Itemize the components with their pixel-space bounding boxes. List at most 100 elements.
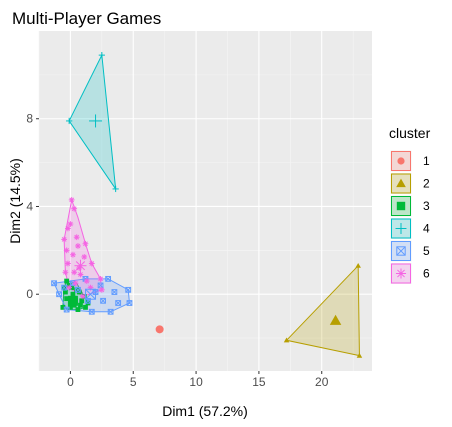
legend-key-marker [396, 178, 406, 188]
cluster-3-point-shape [78, 302, 83, 308]
cluster-3-point-shape [79, 298, 85, 304]
cluster-3-center-shape [67, 295, 78, 306]
cluster-3-point [78, 302, 83, 308]
cluster-3-point-shape [62, 289, 68, 295]
cluster-6-point [62, 269, 69, 276]
cluster-5-point-d2 [75, 287, 81, 293]
x-tick-label: 0 [67, 375, 74, 389]
cluster-6-point [71, 269, 78, 276]
cluster-6-point [66, 284, 73, 291]
cluster-5-point-box [111, 289, 118, 295]
chart-title: Multi-Player Games [12, 9, 161, 28]
cluster-5-point-box [51, 280, 57, 287]
cluster-6-point [63, 247, 70, 254]
legend-label: 5 [423, 244, 430, 258]
cluster-6-point [97, 275, 104, 282]
cluster-6-point [82, 240, 89, 247]
cluster-5-point-box [126, 300, 133, 306]
cluster-5-point-d2 [63, 306, 70, 313]
cluster-5-point-box [88, 308, 95, 315]
x-tick-label: 10 [189, 375, 203, 389]
cluster-5-point [88, 308, 95, 315]
cluster-3-point [68, 304, 73, 310]
legend-key-marker [397, 157, 405, 165]
cluster-5-point-d2 [100, 298, 106, 304]
cluster-5-point-d2 [56, 291, 62, 297]
cluster-3-point [70, 291, 76, 297]
x-tick-label: 20 [315, 375, 329, 389]
cluster-3-point [79, 298, 85, 304]
cluster-4-point [98, 52, 105, 59]
cluster-6-point [83, 278, 90, 284]
x-tick-label: 15 [252, 375, 266, 389]
cluster-6-point [77, 271, 84, 278]
cluster-2-point-shape [283, 337, 290, 343]
legend-key-marker [396, 246, 406, 256]
cluster-5-point-box [100, 297, 106, 304]
cluster-5-point-d2 [111, 289, 118, 295]
cluster-6-point [65, 260, 71, 267]
cluster-3-point [64, 296, 70, 302]
cluster-5-point-box [85, 297, 91, 304]
y-axis: 0 4 8 [26, 112, 39, 301]
cluster-5-center-box [85, 288, 97, 300]
cluster-5-point [63, 306, 70, 313]
cluster-6-point [65, 225, 71, 232]
cluster-3-center [67, 295, 78, 306]
cluster-6-point [68, 197, 75, 203]
minor-grid [38, 31, 372, 371]
cluster-5-point-box [56, 291, 63, 298]
cluster-5-point [51, 280, 57, 287]
legend-item-1: 1 [389, 149, 430, 173]
cluster-5-point-box [97, 282, 104, 289]
cluster-6-point [80, 293, 86, 300]
cluster-6-point [67, 221, 74, 227]
cluster-3-point [60, 304, 66, 310]
cluster-6-point-ray [99, 287, 105, 293]
cluster-6-point [88, 260, 95, 267]
y-axis-title: Dim2 (14.5%) [7, 158, 23, 244]
cluster-6-point-ray [84, 278, 90, 284]
x-axis-title: Dim1 (57.2%) [162, 403, 248, 419]
cluster-5-point-d2 [107, 309, 114, 315]
cluster-5-point-box [105, 275, 112, 282]
cluster-2-point [355, 262, 361, 268]
legend-item-4: 4 [389, 217, 430, 240]
cluster-3-point-shape [75, 307, 81, 312]
cluster-5-center-d2 [85, 288, 96, 300]
cluster-5-point-d2 [115, 300, 121, 306]
cluster-5-point [56, 291, 63, 298]
cluster-6-point-ray [73, 280, 78, 286]
legend-label: 3 [423, 199, 430, 213]
cluster-6-point [61, 236, 68, 243]
legend-key-marker-shape [396, 201, 406, 211]
cluster-5-point-box [63, 306, 70, 313]
cluster-6-point-ray [65, 261, 71, 266]
cluster-6-point-ray [70, 252, 76, 258]
cluster-6-point-ray [68, 221, 73, 227]
legend-key-marker [395, 268, 407, 279]
cluster-6-point-ray [61, 236, 67, 242]
legend-key-marker-shape [396, 178, 406, 188]
cluster-3-point-shape [60, 304, 66, 310]
cluster-6-point-ray [81, 254, 87, 260]
cluster-5-point [105, 275, 112, 282]
cluster-2-point-shape [356, 352, 363, 358]
cluster-points [51, 52, 363, 358]
cluster-5-point [115, 300, 122, 306]
legend-key-marker [395, 223, 407, 234]
cluster-3-point [64, 278, 70, 284]
legend-key-marker [396, 201, 406, 211]
cluster-6-point [70, 251, 76, 258]
cluster-4-point [66, 117, 73, 125]
cluster-5-point [107, 308, 114, 315]
cluster-centers [67, 114, 342, 334]
cluster-3-point-shape [68, 304, 73, 310]
cluster-1-center [155, 325, 164, 334]
cluster-2-point [283, 337, 290, 343]
cluster-6-point-ray [80, 294, 86, 299]
cluster-3-point-shape [74, 287, 80, 293]
cluster-6-point [72, 280, 79, 287]
legend-item-2: 2 [389, 172, 430, 195]
